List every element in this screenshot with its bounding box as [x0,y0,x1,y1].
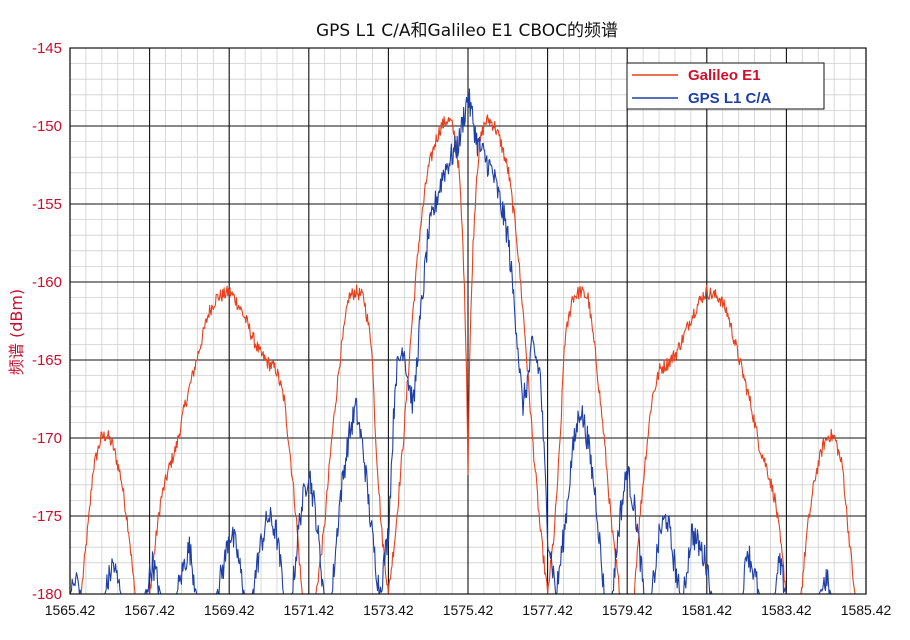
legend-label-gps: GPS L1 C/A [688,90,772,107]
y-tick-label: -160 [32,274,62,291]
chart-title: GPS L1 C/A和Galileo E1 CBOC的频谱 [316,21,618,41]
y-tick-label: -170 [32,430,62,447]
x-tick-label: 1575.42 [443,602,494,618]
x-tick-label: 1567.42 [124,602,175,618]
series-line-galileo-e1 [70,114,866,595]
legend: Galileo E1 GPS L1 C/A [626,62,825,110]
y-tick-label: -145 [32,40,62,57]
legend-box [626,62,825,110]
y-axis-label: 频谱 (dBm) [7,289,26,375]
x-tick-label: 1581.42 [681,602,732,618]
y-tick-label: -175 [32,508,62,525]
x-tick-label: 1585.42 [841,602,892,618]
y-tick-label: -165 [32,352,62,369]
x-tick-label: 1569.42 [204,602,255,618]
y-tick-label: -180 [32,586,62,603]
x-tick-label: 1583.42 [761,602,812,618]
x-axis-ticks: 1565.42 1567.42 1569.42 1571.42 1573.42 1575.… [45,602,892,618]
y-tick-label: -150 [32,118,62,135]
x-tick-label: 1577.42 [522,602,573,618]
x-tick-label: 1573.42 [363,602,414,618]
plot-frame [69,47,867,595]
x-tick-label: 1579.42 [602,602,653,618]
x-tick-label: 1571.42 [283,602,334,618]
x-tick-label: 1565.42 [45,602,96,618]
legend-label-galileo: Galileo E1 [688,67,761,84]
y-axis-ticks: -145 -150 -155 -160 -165 -170 -175 -180 [32,40,62,603]
y-tick-label: -155 [32,196,62,213]
